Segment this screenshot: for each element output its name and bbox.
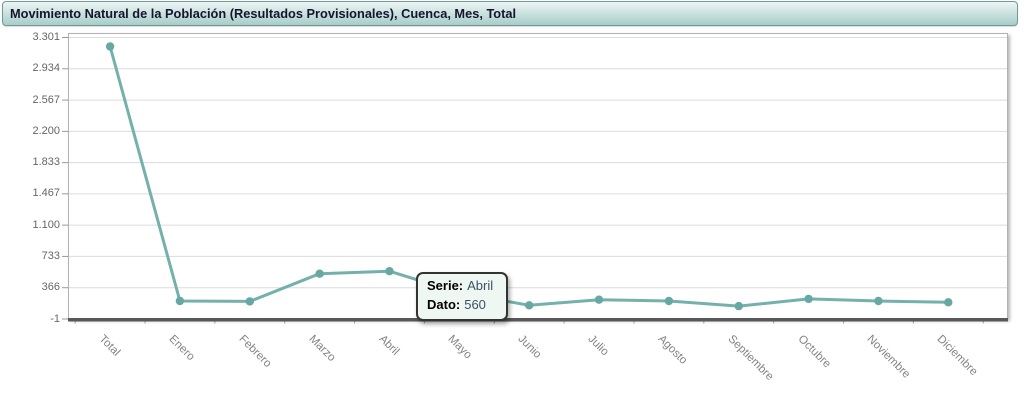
y-axis-label: 733	[41, 249, 60, 262]
chart-title-text: Movimiento Natural de la Población (Resu…	[10, 6, 517, 21]
y-axis-label: 3.301	[32, 31, 60, 43]
tooltip-serie-label: Serie:	[427, 278, 464, 293]
y-axis-label: 2.934	[32, 62, 60, 75]
tooltip-dato-value: 560	[464, 296, 486, 312]
tooltip-serie-row: Serie: Abril	[427, 277, 497, 296]
data-point-marker[interactable]	[385, 267, 394, 276]
data-point-marker[interactable]	[175, 296, 185, 306]
data-point-marker[interactable]	[525, 301, 534, 310]
plot-background	[68, 33, 1008, 319]
data-point-marker[interactable]	[734, 301, 743, 311]
tooltip: Serie: Abril Dato: 560	[416, 272, 508, 321]
y-axis-label: 2.200	[32, 124, 60, 137]
y-axis-label: 1.467	[32, 187, 60, 200]
y-axis-label: 366	[41, 281, 60, 294]
data-point-marker[interactable]	[804, 294, 813, 304]
data-point-marker[interactable]	[245, 297, 254, 306]
y-axis-label: 2.567	[32, 93, 60, 106]
tooltip-dato-row: Dato: 560	[427, 296, 497, 315]
y-axis-label: -1	[50, 312, 60, 325]
tooltip-dato-label: Dato:	[427, 296, 461, 312]
chart-title-bar: Movimiento Natural de la Población (Resu…	[2, 1, 1018, 26]
data-point-marker[interactable]	[944, 298, 953, 307]
data-point-marker[interactable]	[664, 296, 674, 306]
data-point-marker[interactable]	[594, 295, 604, 304]
y-axis-label: 1.833	[32, 156, 60, 169]
data-point-marker[interactable]	[874, 296, 883, 306]
tooltip-serie-value: Abril	[467, 278, 494, 293]
data-point-marker[interactable]	[105, 42, 115, 51]
y-axis-label: 1.100	[32, 218, 60, 231]
data-point-marker[interactable]	[315, 269, 324, 278]
